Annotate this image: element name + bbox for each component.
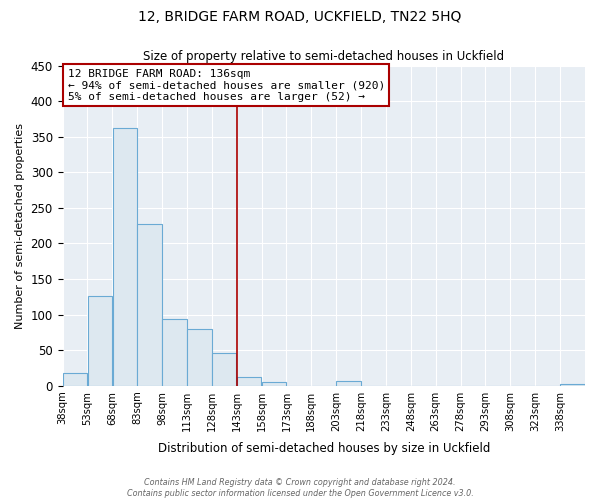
Bar: [162, 319, 187, 386]
Bar: [262, 382, 286, 386]
Bar: [113, 128, 137, 386]
Bar: [187, 329, 212, 386]
X-axis label: Distribution of semi-detached houses by size in Uckfield: Distribution of semi-detached houses by …: [158, 442, 490, 455]
Text: 12 BRIDGE FARM ROAD: 136sqm
← 94% of semi-detached houses are smaller (920)
5% o: 12 BRIDGE FARM ROAD: 136sqm ← 94% of sem…: [68, 69, 385, 102]
Bar: [137, 224, 162, 386]
Title: Size of property relative to semi-detached houses in Uckfield: Size of property relative to semi-detach…: [143, 50, 505, 63]
Bar: [560, 384, 585, 386]
Bar: [337, 381, 361, 386]
Text: Contains HM Land Registry data © Crown copyright and database right 2024.
Contai: Contains HM Land Registry data © Crown c…: [127, 478, 473, 498]
Bar: [237, 377, 262, 386]
Text: 12, BRIDGE FARM ROAD, UCKFIELD, TN22 5HQ: 12, BRIDGE FARM ROAD, UCKFIELD, TN22 5HQ: [139, 10, 461, 24]
Bar: [212, 353, 236, 386]
Y-axis label: Number of semi-detached properties: Number of semi-detached properties: [15, 122, 25, 328]
Bar: [88, 296, 112, 386]
Bar: [63, 373, 87, 386]
